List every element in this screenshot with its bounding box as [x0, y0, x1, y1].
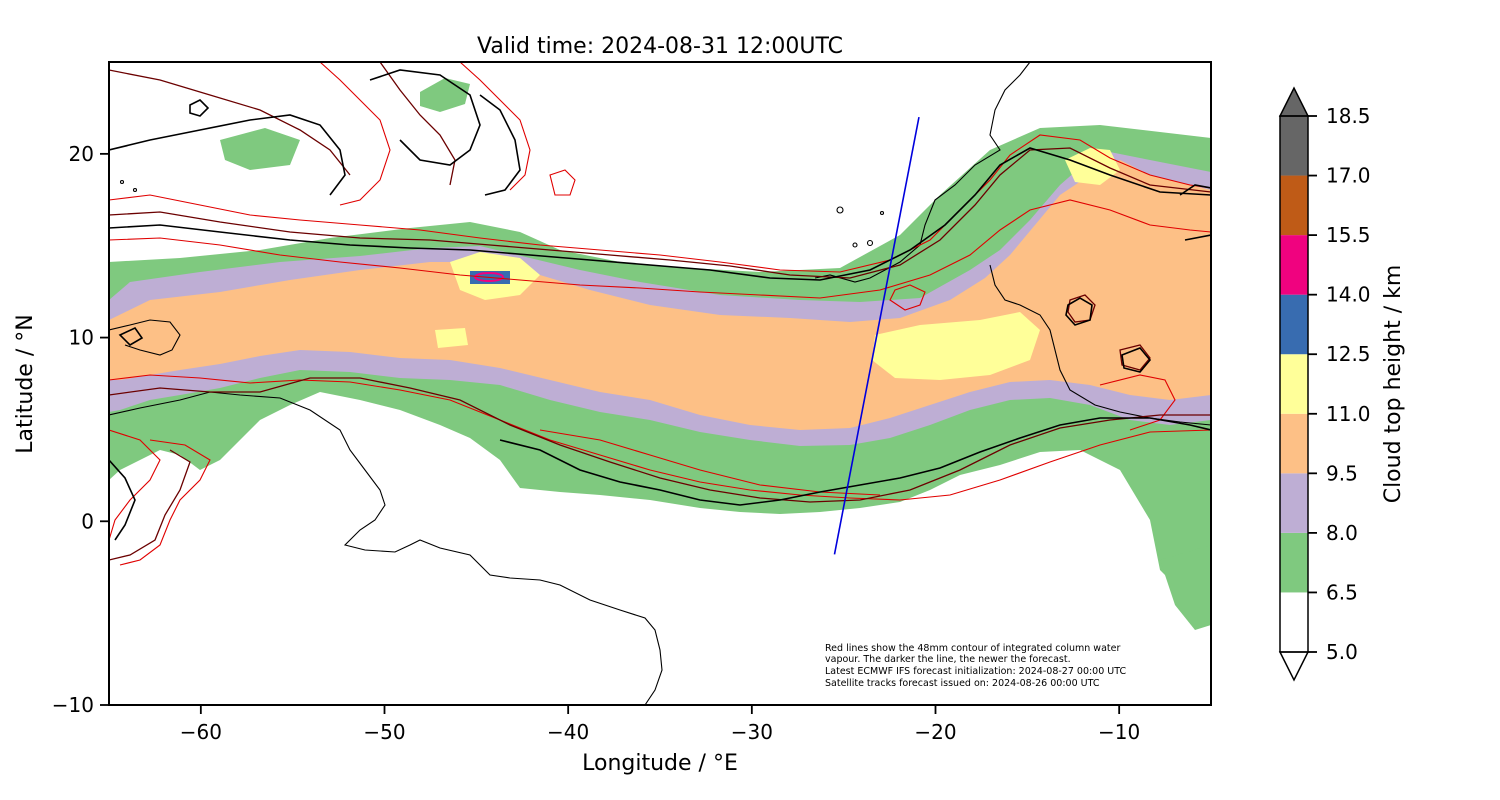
island-1 [836, 206, 844, 214]
cloud-top-height-field [109, 78, 1211, 630]
colorbar-extend-bottom [1278, 651, 1310, 682]
y-tick-label: −10 [52, 693, 94, 717]
colorbar-tick-label: 14.0 [1326, 283, 1371, 307]
contours-newest [109, 69, 1211, 541]
plot-frame [108, 61, 1212, 706]
island-4 [879, 210, 885, 216]
colorbar-level [1280, 413, 1308, 474]
map-title: Valid time: 2024-08-31 12:00UTC [477, 34, 843, 59]
annotation-line-3: Latest ECMWF IFS forecast initialization… [825, 666, 1126, 677]
contours-mid [109, 62, 1211, 561]
satellite-track [833, 116, 920, 555]
coastline-caribbean [109, 319, 181, 356]
colorbar-tick-label: 8.0 [1326, 521, 1358, 545]
colorbar-level [1280, 473, 1308, 533]
island-2 [866, 239, 874, 247]
colorbar-level [1280, 532, 1308, 593]
colorbar-tick-label: 11.0 [1326, 402, 1371, 426]
colorbar-frame [1279, 115, 1309, 653]
colorbar-level [1280, 354, 1308, 414]
x-tick-label: −50 [363, 720, 405, 744]
y-axis-label: Latitude / °N [13, 314, 38, 453]
colorbar-ticks: 5.0 6.5 8.0 9.5 11.0 12.5 14.0 15.5 17.0 18.5 [1308, 104, 1371, 664]
island-3 [852, 242, 858, 248]
cloud-cell-magenta [474, 272, 504, 282]
y-tick-label: 20 [69, 142, 94, 166]
colorbar-level [1280, 116, 1308, 176]
colorbar-level [1280, 175, 1308, 236]
y-tick-label: 10 [69, 326, 94, 350]
colorbar: 5.0 6.5 8.0 9.5 11.0 12.5 14.0 15.5 17.0 18.5 Clo… [1278, 86, 1406, 682]
cloud-layer-yellow-4 [1065, 148, 1120, 185]
colorbar-extend-top [1278, 86, 1310, 117]
colorbar-level [1280, 235, 1308, 295]
annotation-block: Red lines show the 48mm contour of integ… [825, 643, 1126, 689]
x-tick-label: −30 [731, 720, 773, 744]
colorbar-tick-label: 15.5 [1326, 223, 1371, 247]
x-axis-label: Longitude / °E [582, 751, 738, 776]
cloud-patch-north-2 [220, 128, 300, 170]
y-axis-ticks: −10 0 10 20 [52, 142, 109, 717]
x-tick-label: −40 [547, 720, 589, 744]
x-axis-ticks: −60 −50 −40 −30 −20 −10 [180, 705, 1140, 744]
colorbar-tick-label: 9.5 [1326, 461, 1358, 485]
island-6 [132, 187, 138, 193]
colorbar-tick-label: 18.5 [1326, 104, 1371, 128]
annotation-line-1: Red lines show the 48mm contour of integ… [825, 643, 1120, 654]
cloud-patch-southeast [1160, 545, 1211, 630]
colorbar-label: Cloud top height / km [1381, 265, 1406, 504]
cloud-layer-yellow-2 [435, 328, 468, 348]
island-5 [119, 179, 125, 185]
map-plot-area: Red lines show the 48mm contour of integ… [108, 61, 1212, 706]
coastline-africa-west [814, 62, 1031, 283]
y-tick-label: 0 [81, 509, 94, 533]
x-tick-label: −20 [914, 720, 956, 744]
x-tick-label: −60 [180, 720, 222, 744]
colorbar-level [1280, 294, 1308, 355]
x-tick-label: −10 [1098, 720, 1140, 744]
colorbar-tick-label: 12.5 [1326, 342, 1371, 366]
cloud-layer-yellow-3 [872, 312, 1040, 380]
annotation-line-4: Satellite tracks forecast issued on: 202… [825, 678, 1100, 689]
coastline-south-america [109, 391, 663, 705]
annotation-line-2: vapour. The darker the line, the newer t… [825, 654, 1071, 665]
colorbar-tick-label: 6.5 [1326, 580, 1358, 604]
colorbar-levels [1280, 116, 1308, 652]
colorbar-tick-label: 17.0 [1326, 164, 1371, 188]
colorbar-tick-label: 5.0 [1326, 640, 1358, 664]
colorbar-level [1280, 592, 1308, 652]
